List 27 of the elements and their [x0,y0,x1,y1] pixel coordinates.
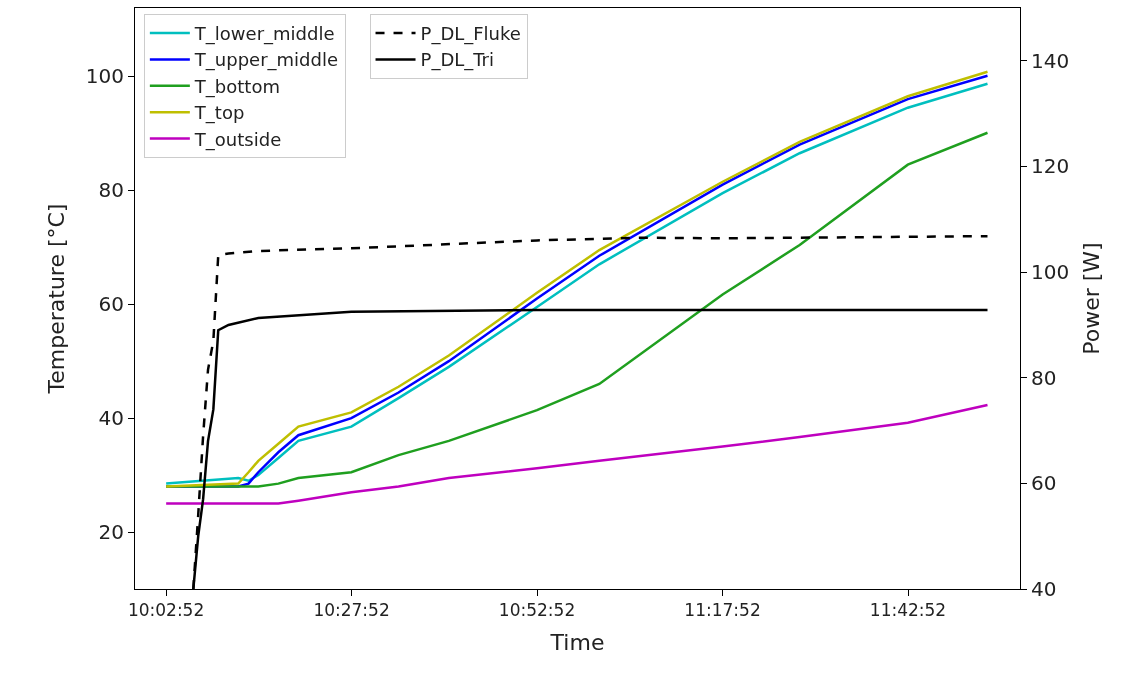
legend-label: T_lower_middle [193,23,335,46]
y-tick-label: 40 [98,406,124,431]
y2-tick-label: 40 [1031,577,1057,601]
y2-tick-label: 80 [1031,365,1057,390]
y-tick-label: 80 [98,178,124,203]
line-series [164,403,989,505]
y2-tick-label: 140 [1031,48,1070,73]
legend-label: T_upper_middle [193,49,339,72]
x-tick-label: 11:42:52 [869,600,947,621]
y2-tick-label: 120 [1031,154,1070,179]
legend-label: T_bottom [193,75,280,98]
x-axis-title: Time [549,630,605,656]
y-tick-label: 20 [98,520,124,545]
legend-label: T_top [193,102,245,125]
y2-tick-label: 60 [1031,471,1057,496]
legend-label: P_DL_Fluke [420,23,521,46]
y-tick-label: 100 [85,64,124,89]
y2-axis-title: Power [W] [1079,242,1105,355]
x-tick-label: 10:02:52 [127,600,205,621]
x-tick-label: 10:27:52 [313,600,390,621]
y-tick-label: 60 [98,292,124,317]
legend-label: T_outside [193,128,282,151]
x-tick-label: 10:52:52 [498,600,576,621]
legend-label: P_DL_Tri [420,49,495,72]
x-tick-label: 11:17:52 [684,600,761,621]
y2-tick-label: 100 [1031,260,1070,285]
y-axis-title: Temperature [°C] [43,203,69,395]
